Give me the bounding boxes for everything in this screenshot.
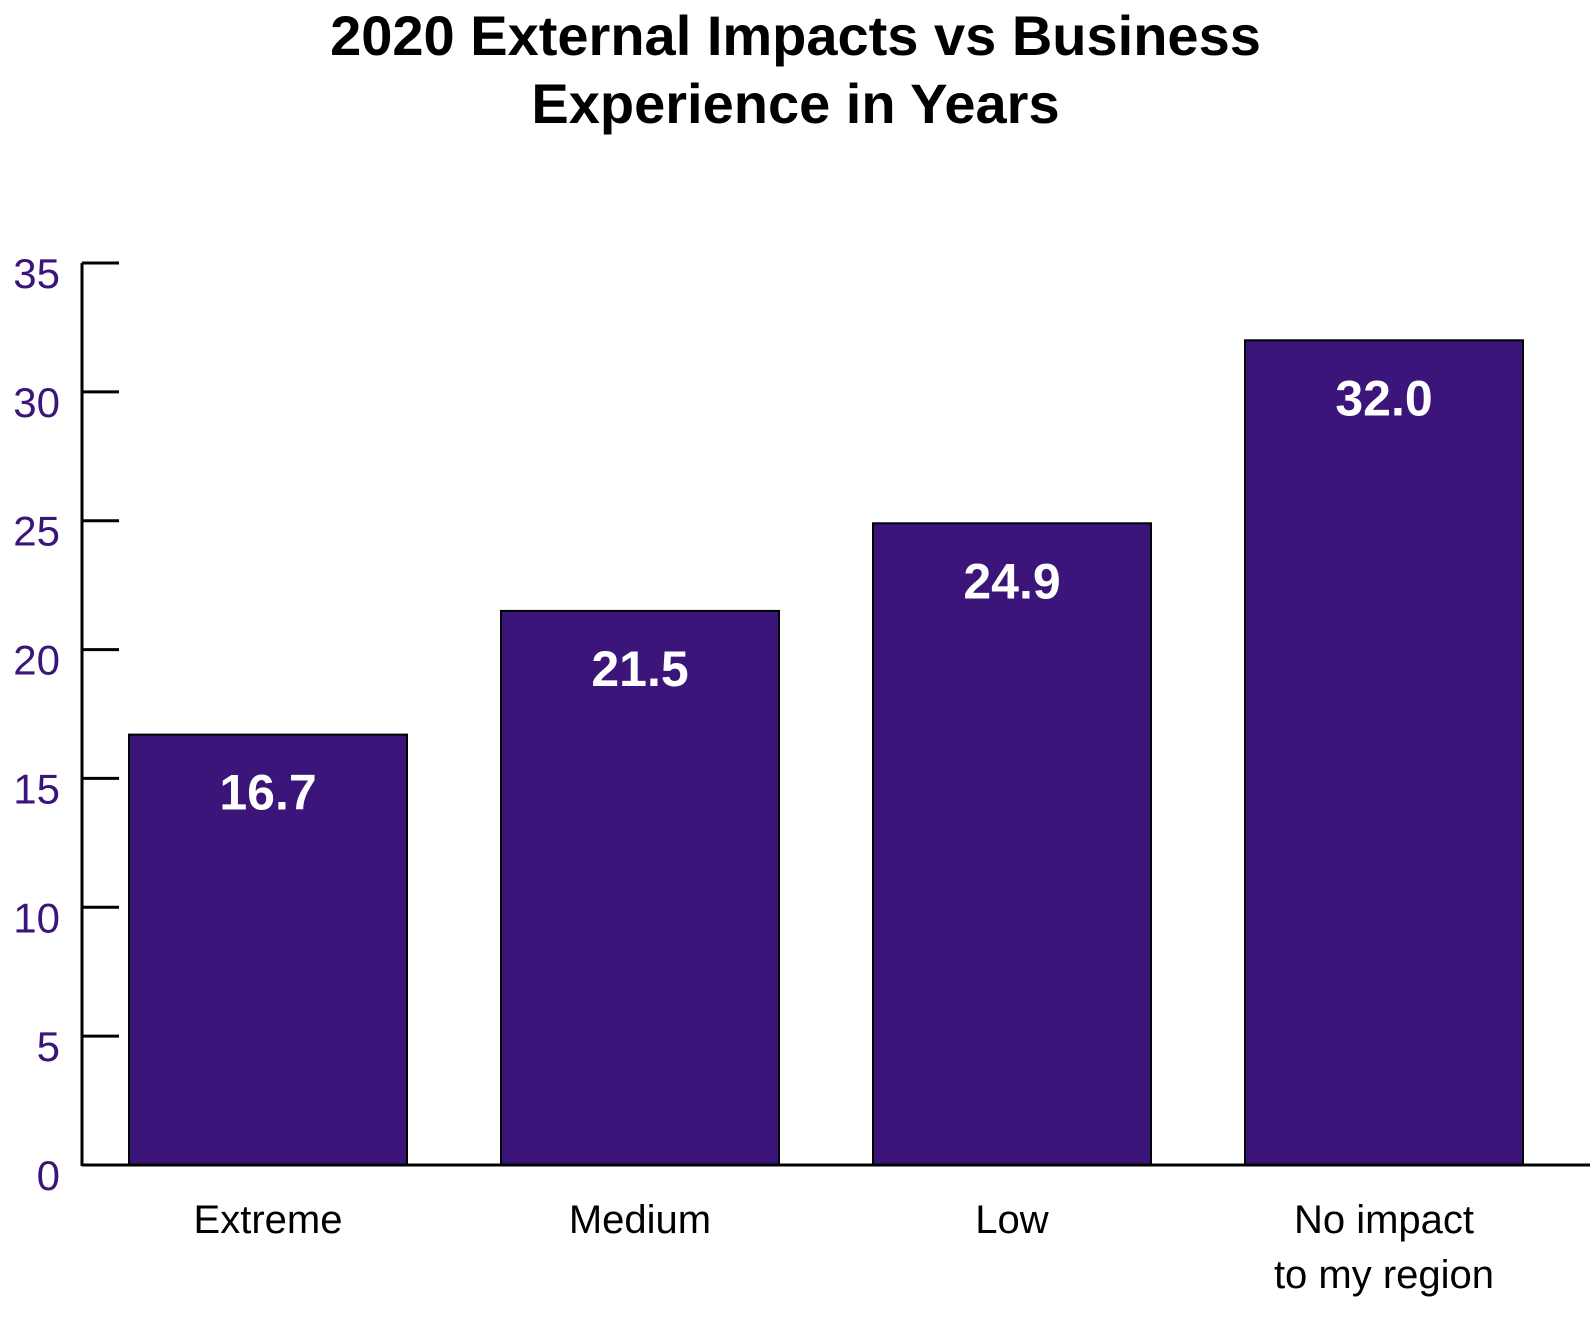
x-tick-label-3-line-1: to my region [1274, 1253, 1494, 1297]
y-tick-label-7: 35 [13, 250, 60, 297]
data-label-0: 16.7 [219, 765, 316, 821]
bar-1 [500, 609, 780, 1166]
chart-title-line-1: 2020 External Impacts vs Business [330, 4, 1261, 67]
data-label-2: 24.9 [963, 553, 1060, 609]
data-label-3: 32.0 [1335, 370, 1432, 426]
x-tick-label-3-line-0: No impact [1294, 1198, 1474, 1242]
bar-0 [128, 733, 408, 1166]
bar-3 [1244, 339, 1524, 1167]
y-tick-label-0: 0 [37, 1152, 60, 1199]
chart-title: 2020 External Impacts vs Business Experi… [0, 2, 1591, 138]
y-tick-label-2: 10 [13, 894, 60, 941]
y-tick-label-3: 15 [13, 765, 60, 812]
y-tick-label-6: 30 [13, 379, 60, 426]
x-tick-label-1: Medium [569, 1198, 711, 1242]
x-tick-label-2: Low [975, 1198, 1048, 1242]
x-tick-label-0: Extreme [194, 1198, 343, 1242]
y-tick-label-1: 5 [37, 1023, 60, 1070]
y-tick-label-5: 25 [13, 508, 60, 555]
y-tick-label-4: 20 [13, 637, 60, 684]
bar-2 [872, 522, 1152, 1166]
chart-title-line-2: Experience in Years [531, 72, 1060, 135]
data-label-1: 21.5 [591, 641, 688, 697]
